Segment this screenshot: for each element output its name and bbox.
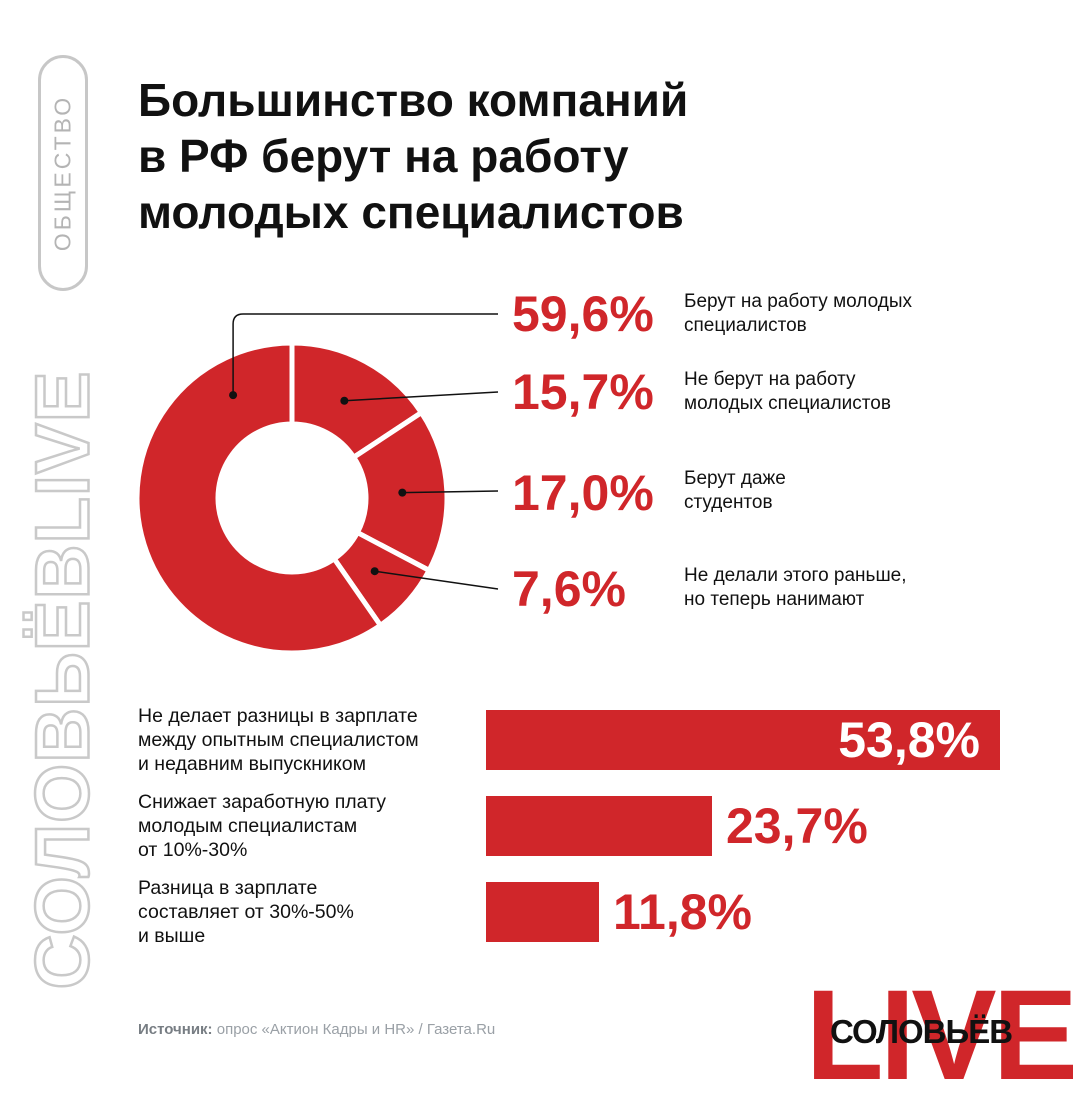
bar-2 bbox=[486, 796, 712, 856]
slice-label-3-line-2: студентов bbox=[684, 492, 773, 513]
leader-line-4 bbox=[374, 570, 499, 590]
source-label: Источник: bbox=[138, 1021, 213, 1038]
bar-label-2: Снижает заработную плату молодым специал… bbox=[138, 790, 386, 862]
slice-label-1-line-2: специалистов bbox=[684, 315, 807, 336]
bar-label-1-line-2: между опытным специалистом bbox=[138, 729, 419, 751]
slice-label-1-line-1: Берут на работу молодых bbox=[684, 291, 912, 312]
bar-label-2-line-1: Снижает заработную плату bbox=[138, 791, 386, 813]
bar-3 bbox=[486, 882, 599, 942]
slice-label-2-line-2: молодых специалистов bbox=[684, 393, 891, 414]
bar-value-1: 53,8% bbox=[838, 712, 980, 768]
category-badge: ОБЩЕСТВО bbox=[38, 55, 88, 291]
leader-dot-1 bbox=[229, 391, 238, 400]
logo-live-text: LIVE bbox=[805, 964, 1078, 1107]
slice-label-2-line-1: Не берут на работу bbox=[684, 369, 856, 390]
leader-dot-3 bbox=[398, 488, 407, 497]
bar-label-2-line-2: молодым специалистам bbox=[138, 815, 358, 837]
brand-logo: LIVE СОЛОВЬЁВ bbox=[806, 972, 1080, 1100]
slice-label-1: Берут на работу молодых специалистов bbox=[684, 290, 912, 338]
title-line-2: в РФ берут на работу bbox=[138, 130, 629, 182]
bar-label-1: Не делает разницы в зарплате между опытн… bbox=[138, 704, 419, 776]
donut-chart bbox=[134, 313, 499, 656]
leader-dot-4 bbox=[370, 567, 379, 576]
slice-label-4-line-1: Не делали этого раньше, bbox=[684, 565, 907, 586]
title-line-1: Большинство компаний bbox=[138, 74, 689, 126]
slice-value-2: 15,7% bbox=[512, 364, 654, 420]
slice-label-2: Не берут на работу молодых специалистов bbox=[684, 368, 891, 416]
bar-label-1-line-3: и недавним выпускником bbox=[138, 753, 366, 775]
slice-label-3-line-1: Берут даже bbox=[684, 468, 786, 489]
slice-label-4: Не делали этого раньше, но теперь нанима… bbox=[684, 564, 907, 612]
bar-label-1-line-1: Не делает разницы в зарплате bbox=[138, 705, 418, 727]
bar-label-2-line-3: от 10%-30% bbox=[138, 839, 248, 861]
slice-value-3: 17,0% bbox=[512, 465, 654, 521]
leader-line-3 bbox=[402, 490, 499, 494]
slice-value-1: 59,6% bbox=[512, 286, 654, 342]
bar-value-3: 11,8% bbox=[613, 884, 753, 940]
logo-name-text: СОЛОВЬЁВ bbox=[830, 1013, 1013, 1050]
leader-dot-2 bbox=[340, 396, 349, 405]
title-line-3: молодых специалистов bbox=[138, 186, 684, 238]
leader-line-2 bbox=[344, 391, 499, 402]
slice-label-3: Берут даже студентов bbox=[684, 467, 786, 515]
source-note: Источник: опрос «Актион Кадры и HR» / Га… bbox=[138, 1021, 495, 1038]
bar-label-3-line-3: и выше bbox=[138, 925, 206, 947]
leader-line-1 bbox=[232, 313, 498, 396]
slice-value-4: 7,6% bbox=[512, 561, 626, 617]
donut-slice-1 bbox=[134, 340, 383, 656]
bar-value-2: 23,7% bbox=[726, 798, 868, 854]
slice-label-4-line-2: но теперь нанимают bbox=[684, 589, 865, 610]
bar-label-3-line-2: составляет от 30%-50% bbox=[138, 901, 354, 923]
source-text: опрос «Актион Кадры и HR» / Газета.Ru bbox=[212, 1021, 496, 1038]
bar-label-3-line-1: Разница в зарплате bbox=[138, 877, 318, 899]
bar-label-3: Разница в зарплате составляет от 30%-50%… bbox=[138, 876, 354, 948]
bar-1 bbox=[486, 710, 1000, 770]
page-title: Большинство компаний в РФ берут на работ… bbox=[138, 72, 688, 240]
